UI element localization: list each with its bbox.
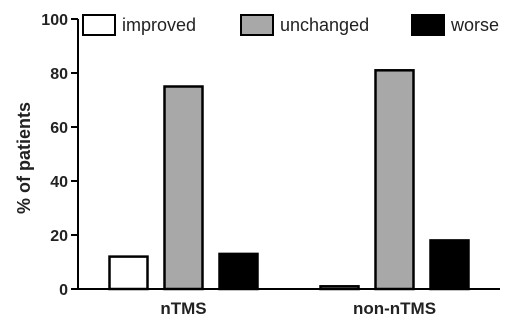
legend-label-worse: worse (450, 15, 499, 35)
y-tick-label: 100 (41, 12, 68, 29)
y-tick-label: 40 (50, 174, 68, 191)
bar-ntms-improved (108, 255, 149, 291)
y-tick-label: 20 (50, 228, 68, 245)
y-tick-label: 0 (59, 282, 68, 299)
y-tick-label: 60 (50, 120, 68, 137)
bar-ntms-unchanged (163, 85, 204, 291)
legend-swatch-worse (411, 14, 445, 36)
bar-non-ntms-improved (319, 285, 360, 291)
legend-label-unchanged: unchanged (280, 15, 369, 35)
bar-ntms-worse (218, 252, 259, 291)
bar-non-ntms-unchanged (374, 69, 415, 291)
bars (108, 69, 470, 291)
bar-non-ntms-worse (429, 239, 470, 291)
x-tick-label: nTMS (160, 299, 206, 318)
x-tick-label: non-nTMS (353, 299, 436, 318)
y-axis: 0 20 40 60 80 100 (41, 12, 79, 299)
legend-label-improved: improved (122, 15, 196, 35)
x-axis: nTMS non-nTMS (78, 288, 500, 318)
legend: improved unchanged worse (82, 14, 499, 36)
y-axis-label: % of patients (14, 102, 34, 214)
legend-swatch-unchanged (240, 14, 274, 36)
legend-swatch-improved (82, 14, 116, 36)
y-tick-label: 80 (50, 66, 68, 83)
